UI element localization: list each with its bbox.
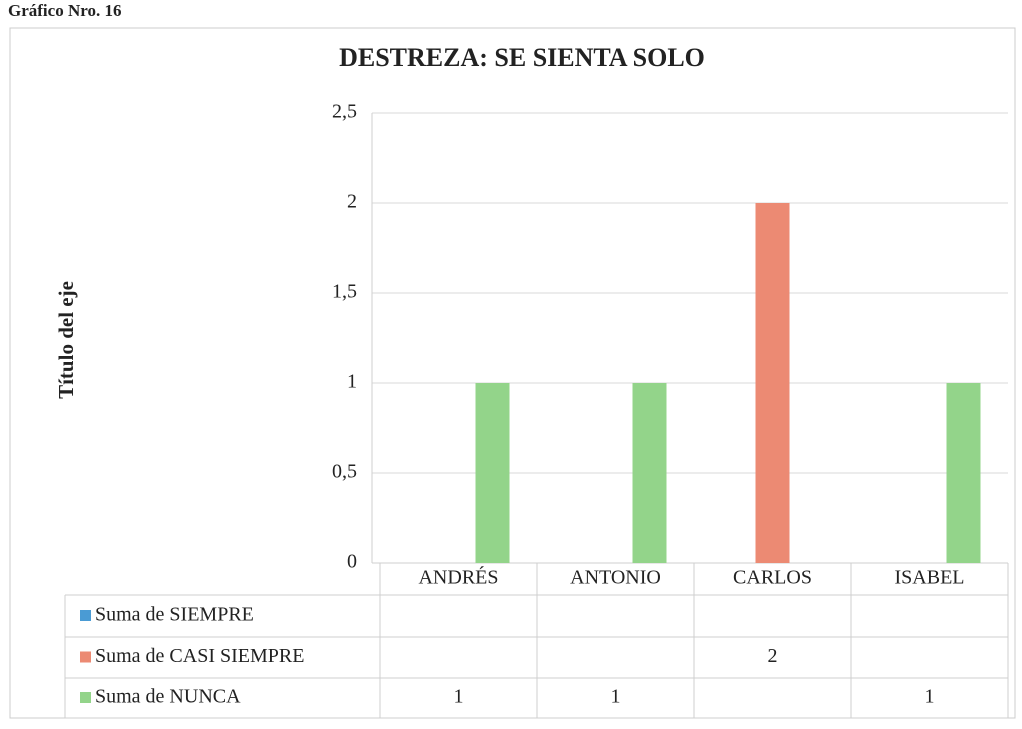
y-tick-label: 2,5 [332, 101, 357, 123]
y-tick-label: 1,5 [332, 281, 357, 303]
table-value: 1 [611, 686, 621, 708]
x-tick-label: ISABEL [895, 567, 965, 589]
table-value: 1 [454, 686, 464, 708]
bar [755, 203, 790, 563]
y-axis-title: Título del eje [54, 281, 78, 399]
y-tick-label: 0,5 [332, 461, 357, 483]
bar [475, 383, 510, 563]
legend-swatch [80, 692, 91, 703]
bar [946, 383, 981, 563]
y-tick-label: 0 [347, 551, 357, 573]
y-tick-label: 1 [347, 371, 357, 393]
y-tick-label: 2 [347, 191, 357, 213]
table-value: 1 [925, 686, 935, 708]
chart-title: DESTREZA: SE SIENTA SOLO [339, 43, 705, 72]
legend-label: Suma de NUNCA [95, 686, 241, 708]
figure-label: Gráfico Nro. 16 [8, 1, 121, 20]
x-tick-label: CARLOS [733, 567, 812, 589]
legend-swatch [80, 651, 91, 663]
x-tick-label: ANTONIO [570, 567, 661, 589]
legend-label: Suma de SIEMPRE [95, 604, 254, 626]
legend-swatch [80, 610, 91, 621]
x-tick-label: ANDRÉS [418, 566, 498, 589]
bar [632, 383, 667, 563]
legend-label: Suma de CASI SIEMPRE [95, 645, 304, 667]
table-value: 2 [768, 645, 778, 667]
